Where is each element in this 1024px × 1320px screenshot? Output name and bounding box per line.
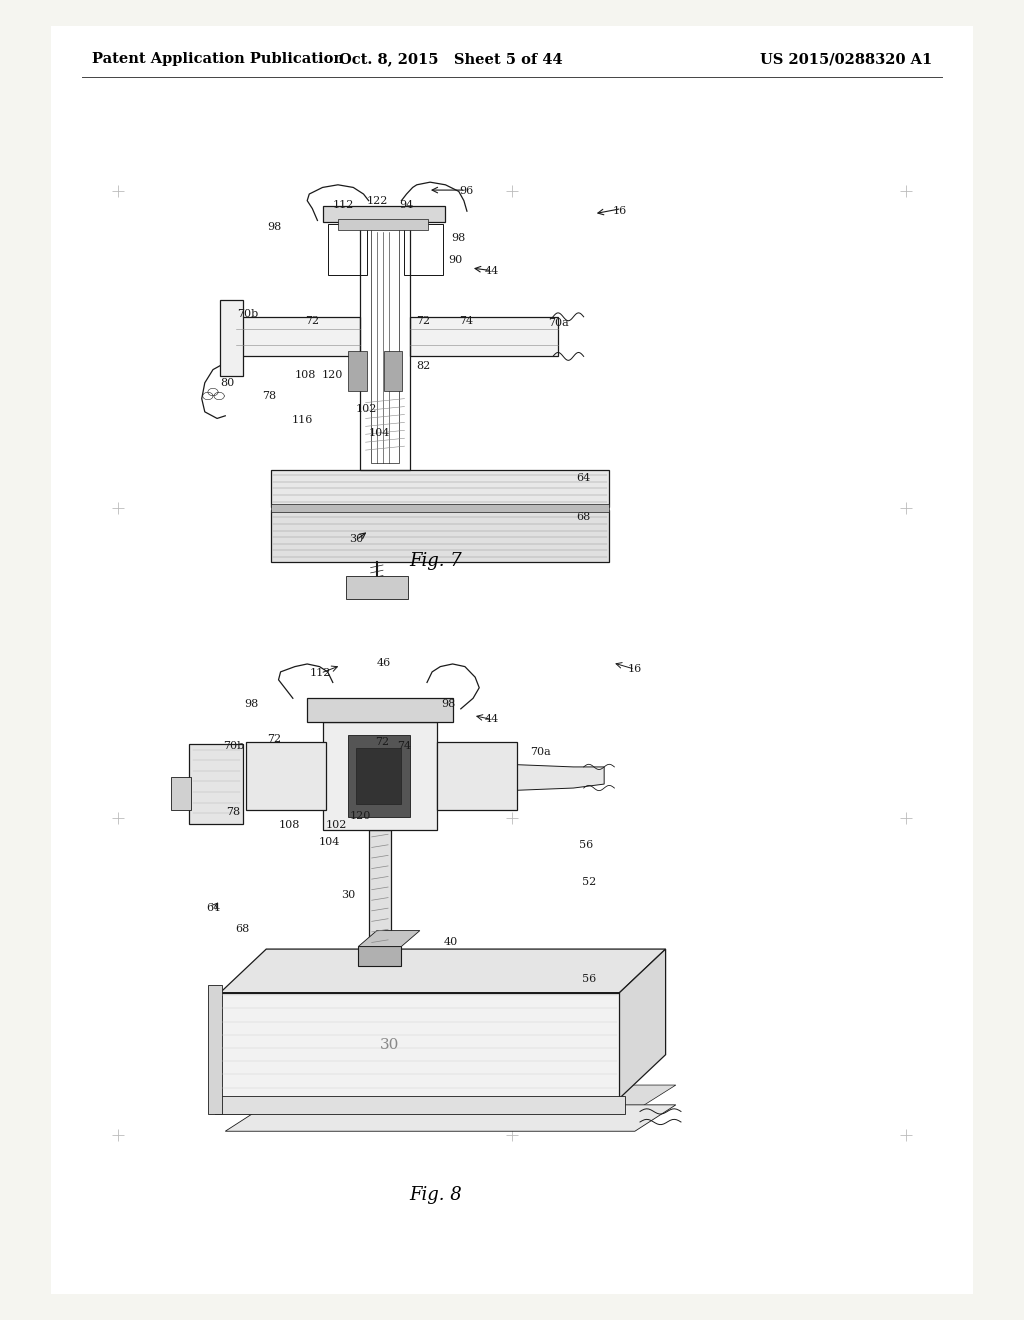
Text: 74: 74	[459, 315, 473, 326]
Text: 98: 98	[267, 222, 282, 232]
Text: 16: 16	[628, 664, 642, 675]
Text: Fig. 7: Fig. 7	[409, 552, 462, 570]
Bar	[369, 830, 391, 949]
Text: Oct. 8, 2015   Sheet 5 of 44: Oct. 8, 2015 Sheet 5 of 44	[339, 53, 562, 66]
Text: 122: 122	[367, 195, 387, 206]
Polygon shape	[358, 931, 420, 946]
Bar	[384, 351, 402, 391]
Bar	[338, 219, 428, 230]
Text: 120: 120	[323, 370, 343, 380]
Text: 72: 72	[416, 315, 430, 326]
Text: 90: 90	[449, 255, 463, 265]
Text: 98: 98	[452, 232, 466, 243]
Text: US 2015/0288320 A1: US 2015/0288320 A1	[760, 53, 932, 66]
Text: Fig. 8: Fig. 8	[409, 1185, 462, 1204]
Bar	[323, 206, 445, 222]
Text: 44: 44	[484, 265, 499, 276]
Text: 64: 64	[206, 903, 220, 913]
Text: 80: 80	[220, 378, 234, 388]
Text: 104: 104	[319, 837, 340, 847]
Polygon shape	[220, 949, 666, 993]
Bar	[371, 219, 399, 463]
Text: 30: 30	[380, 1039, 398, 1052]
Bar	[271, 470, 609, 507]
Text: 108: 108	[280, 820, 300, 830]
Text: 40: 40	[443, 937, 458, 948]
Bar	[328, 224, 367, 275]
Polygon shape	[215, 1085, 676, 1114]
Bar	[437, 742, 517, 810]
Text: 70a: 70a	[548, 318, 568, 329]
Text: 78: 78	[262, 391, 276, 401]
Text: 56: 56	[579, 840, 593, 850]
Polygon shape	[620, 949, 666, 1098]
Text: 102: 102	[356, 404, 377, 414]
Text: 70b: 70b	[238, 309, 258, 319]
Bar	[360, 213, 410, 470]
Text: 112: 112	[333, 199, 353, 210]
Bar	[358, 946, 401, 966]
Polygon shape	[225, 1105, 676, 1131]
Text: 30: 30	[341, 890, 355, 900]
Text: 108: 108	[295, 370, 315, 380]
Text: 98: 98	[441, 698, 456, 709]
Bar	[404, 224, 443, 275]
Bar	[246, 742, 326, 810]
Text: 16: 16	[612, 206, 627, 216]
Bar	[356, 748, 401, 804]
Polygon shape	[440, 762, 604, 793]
Text: 78: 78	[226, 807, 241, 817]
Text: 64: 64	[577, 473, 591, 483]
Text: 72: 72	[267, 734, 282, 744]
Text: 98: 98	[244, 698, 258, 709]
Bar	[215, 1096, 625, 1114]
Bar	[410, 317, 558, 356]
Text: 72: 72	[305, 315, 319, 326]
Text: 82: 82	[416, 360, 430, 371]
Bar	[271, 504, 609, 512]
Text: 112: 112	[310, 668, 331, 678]
Text: 44: 44	[484, 714, 499, 725]
Bar	[271, 510, 609, 562]
Text: 52: 52	[582, 876, 596, 887]
Bar	[346, 576, 408, 599]
Text: 120: 120	[350, 810, 371, 821]
Text: 96: 96	[459, 186, 473, 197]
Text: 68: 68	[577, 512, 591, 523]
Bar	[236, 317, 360, 356]
Text: 56: 56	[582, 974, 596, 985]
Bar	[208, 985, 222, 1114]
Text: 70b: 70b	[223, 741, 244, 751]
Text: 46: 46	[377, 657, 391, 668]
Bar	[348, 351, 367, 391]
Text: Patent Application Publication: Patent Application Publication	[92, 53, 344, 66]
Text: 72: 72	[375, 737, 389, 747]
Text: 74: 74	[397, 741, 412, 751]
Bar	[323, 722, 437, 830]
Bar	[348, 735, 410, 817]
Bar	[189, 744, 243, 824]
Bar	[307, 698, 453, 722]
Text: 68: 68	[236, 924, 250, 935]
Text: 94: 94	[399, 199, 414, 210]
Text: 30: 30	[349, 533, 364, 544]
Bar	[220, 300, 243, 376]
Bar	[171, 777, 191, 810]
Text: 104: 104	[369, 428, 389, 438]
Text: 102: 102	[326, 820, 346, 830]
Text: 70a: 70a	[530, 747, 551, 758]
Bar	[220, 993, 620, 1098]
Text: 116: 116	[292, 414, 312, 425]
